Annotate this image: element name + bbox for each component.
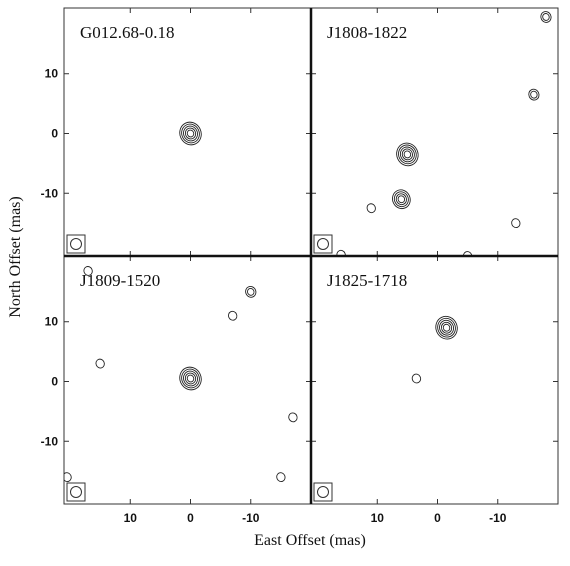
contour: [401, 148, 413, 161]
y-tick-label: -10: [41, 434, 59, 448]
contour: [181, 123, 200, 144]
contour: [411, 373, 422, 384]
panel-title: J1808-1822: [327, 23, 407, 42]
contour: [179, 121, 202, 146]
plot-area: [64, 266, 298, 482]
x-tick-label: 10: [371, 511, 385, 525]
contour: [183, 125, 198, 142]
x-tick-label: 0: [187, 511, 194, 525]
y-tick-label: 10: [45, 67, 59, 81]
panel-title: J1825-1718: [327, 271, 407, 290]
contour: [393, 191, 409, 208]
contour: [392, 189, 411, 210]
contour: [186, 374, 195, 383]
contour: [183, 370, 198, 387]
y-tick-label: 0: [51, 126, 58, 140]
x-axis-label: East Offset (mas): [254, 532, 366, 549]
beam: [317, 238, 329, 250]
contour: [276, 472, 286, 482]
y-tick-label: -10: [41, 186, 59, 200]
contour: [540, 11, 552, 23]
contour: [336, 249, 346, 256]
contour: [397, 195, 406, 204]
contour: [542, 13, 550, 21]
contour: [228, 310, 238, 321]
beam: [70, 238, 82, 250]
contour: [83, 266, 93, 276]
beam-box: [66, 482, 86, 502]
x-tick-label: -10: [489, 511, 507, 525]
contour: [530, 90, 538, 99]
contour: [184, 127, 197, 140]
plot-area: [411, 315, 458, 384]
contour: [288, 412, 298, 423]
panel-title: G012.68-0.18: [80, 23, 174, 42]
y-axis-label: North Offset (mas): [7, 196, 24, 317]
plot-area: [336, 11, 552, 256]
contour: [399, 146, 415, 163]
x-tick-label: 10: [124, 511, 138, 525]
contour: [435, 315, 458, 340]
contour: [395, 193, 407, 206]
panel-title: J1809-1520: [80, 271, 160, 290]
contour: [439, 319, 455, 336]
beam-box: [313, 482, 333, 502]
contour: [186, 129, 195, 138]
contour: [398, 144, 417, 165]
beam-box: [313, 234, 333, 254]
contour: [64, 472, 72, 482]
plot-area: [179, 121, 202, 146]
contour: [442, 323, 451, 332]
beam: [317, 486, 329, 498]
panel-frame: [310, 7, 559, 257]
x-tick-label: -10: [242, 511, 260, 525]
contour: [366, 203, 376, 214]
beam: [70, 486, 82, 498]
contour: [437, 317, 456, 338]
x-tick-label: 0: [434, 511, 441, 525]
contour: [528, 88, 540, 101]
contour: [179, 366, 202, 391]
panel-frame: [310, 255, 559, 505]
contour: [247, 287, 255, 296]
contour: [396, 142, 419, 167]
contour: [440, 321, 453, 334]
contour: [511, 218, 521, 229]
contour: [403, 150, 412, 159]
contour: [245, 285, 257, 298]
beam-box: [66, 234, 86, 254]
contour: [181, 368, 200, 389]
y-tick-label: 0: [51, 374, 58, 388]
contour: [462, 251, 473, 256]
contour: [184, 372, 197, 385]
contour: [95, 358, 105, 369]
y-tick-label: 10: [45, 315, 59, 329]
